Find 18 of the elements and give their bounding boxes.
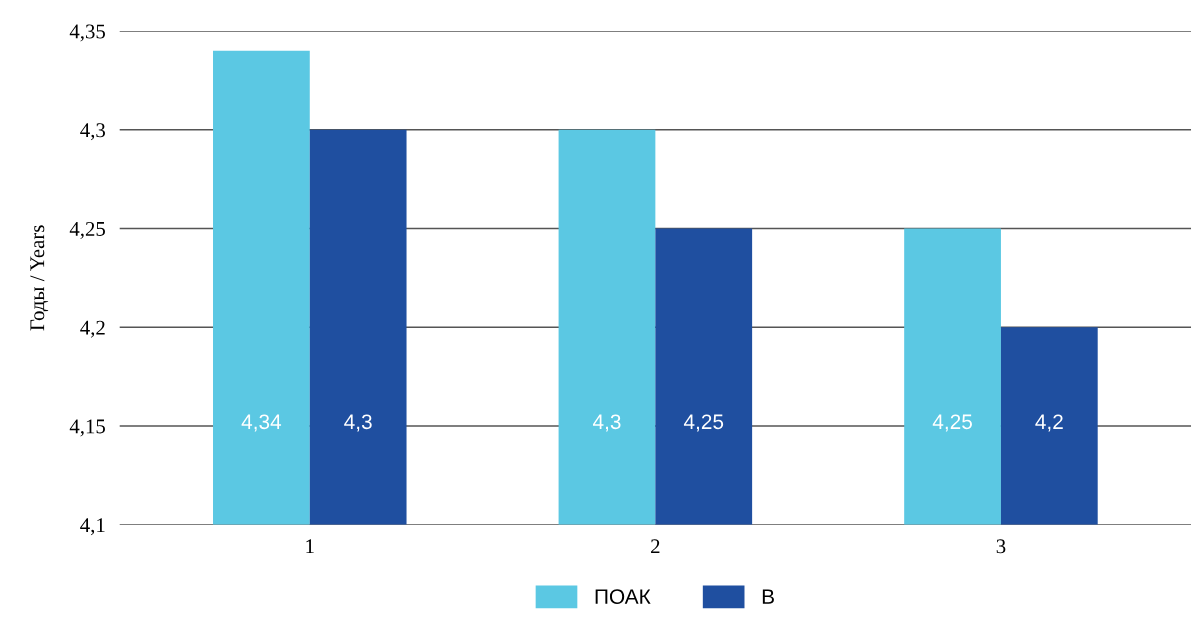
x-tick-label: 3 [996,539,1006,554]
data-label: 4,34 [241,414,282,432]
legend-label: ПОАК [595,589,651,604]
y-tick-label: 4,3 [80,123,105,141]
legend-label: В [762,589,774,604]
y-axis-title: Годы / Years [30,225,49,331]
x-tick-label: 1 [306,539,314,554]
data-label: 4,3 [344,414,372,432]
data-label: 4,25 [683,414,724,432]
x-tick-label: 2 [651,539,660,554]
data-label: 4,3 [592,414,621,432]
y-tick-label: 4,25 [69,221,105,239]
data-label: 4,2 [1035,414,1063,432]
y-tick-label: 4,35 [69,24,105,42]
y-tick-label: 4,2 [80,320,105,338]
y-tick-label: 4,1 [80,518,105,536]
data-label: 4,25 [932,414,972,432]
y-tick-label: 4,15 [69,419,105,437]
